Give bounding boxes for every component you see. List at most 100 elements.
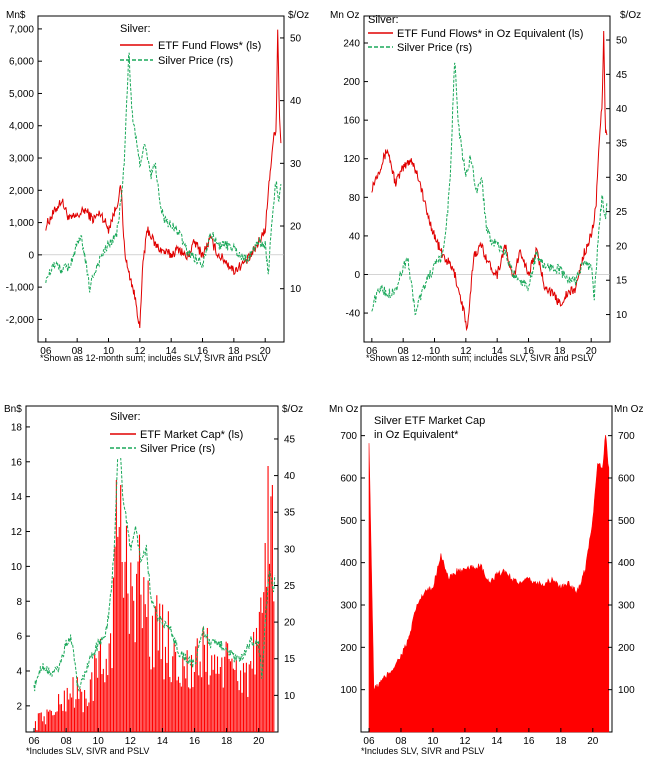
legend-title: Silver:: [110, 411, 141, 423]
panel-etf-fund-flows-oz: Mn Oz $/Oz 06 08 10 12 14 16 18 202402001601208…: [330, 10, 641, 363]
left-tick-label: 80: [349, 193, 361, 204]
left-tick-label: 200: [343, 77, 360, 88]
x-tick-label: 10: [427, 736, 439, 747]
legend-title: Silver:: [368, 14, 399, 26]
legend: Silver: ETF Market Cap* (ls) Silver Pric…: [106, 411, 243, 458]
legend-item-silver: Silver Price (rs): [158, 55, 233, 67]
x-tick-label: 08: [61, 736, 73, 747]
left-axis-unit: Bn$: [4, 404, 22, 415]
left-tick-label: 0: [354, 270, 360, 281]
left-tick-label: 40: [349, 231, 361, 242]
left-tick-label: 500: [340, 516, 357, 527]
x-tick-label: 08: [72, 346, 84, 357]
x-tick-label: 06: [363, 736, 375, 747]
x-tick-label: 20: [260, 346, 272, 357]
left-tick-label: 14: [11, 492, 23, 503]
left-tick-label: 200: [340, 643, 357, 654]
right-tick-label: 200: [618, 643, 635, 654]
data-marks: [33, 421, 276, 732]
left-tick-label: -2,000: [6, 315, 35, 326]
left-tick-label: 5,000: [9, 89, 34, 100]
right-tick-label: 100: [618, 685, 635, 696]
right-tick-label: 15: [284, 654, 296, 665]
left-tick-label: 7,000: [9, 24, 34, 35]
left-tick-label: 6,000: [9, 57, 34, 68]
x-tick-label: 16: [523, 346, 535, 357]
left-tick-label: 4: [16, 666, 22, 677]
right-tick-label: 45: [284, 434, 296, 445]
x-tick-label: 18: [221, 736, 233, 747]
left-tick-label: 2: [16, 701, 22, 712]
x-tick-label: 16: [197, 346, 209, 357]
left-tick-label: 300: [340, 600, 357, 611]
x-tick-label: 14: [157, 736, 169, 747]
left-tick-label: 16: [11, 457, 23, 468]
x-tick-label: 12: [125, 736, 137, 747]
legend-item-etf: ETF Fund Flows* in Oz Equivalent (ls): [397, 28, 583, 40]
left-tick-label: 2,000: [9, 186, 34, 197]
right-tick-label: 30: [616, 173, 628, 184]
market-cap-area: [368, 434, 610, 733]
plot-frame: [363, 15, 611, 343]
etf-flow-line: [371, 30, 608, 332]
left-tick-label: 18: [11, 422, 23, 433]
left-tick-label: 8: [16, 597, 22, 608]
x-tick-label: 18: [555, 736, 567, 747]
right-tick-label: 20: [290, 222, 302, 233]
plot-frame: [37, 15, 285, 343]
x-tick-label: 06: [366, 346, 378, 357]
right-tick-label: 30: [290, 159, 302, 170]
left-tick-label: 120: [343, 154, 360, 165]
left-tick-label: 0: [28, 250, 34, 261]
left-axis-unit: Mn Oz: [329, 404, 358, 415]
left-tick-label: 700: [340, 431, 357, 442]
left-tick-label: 240: [343, 39, 360, 50]
right-tick-label: 400: [618, 558, 635, 569]
right-tick-label: 50: [616, 36, 628, 47]
legend: Silver ETF Market Cap in Oz Equivalent*: [374, 415, 485, 441]
right-axis-unit: Mn Oz: [614, 404, 643, 415]
right-tick-label: 700: [618, 431, 635, 442]
left-tick-label: 12: [11, 527, 23, 538]
right-tick-label: 300: [618, 600, 635, 611]
right-tick-label: 40: [284, 471, 296, 482]
right-tick-label: 600: [618, 473, 635, 484]
x-tick-label: 18: [554, 346, 566, 357]
left-tick-label: 3,000: [9, 154, 34, 165]
legend-item-etf: ETF Fund Flows* (ls): [158, 40, 261, 52]
data-marks: [368, 434, 610, 733]
panel-etf-market-cap: Bn$ $/Oz 06 08 10 12 14 16 18 20 18 16 14 12 10 8 6 4 2 4…: [4, 404, 303, 756]
legend-title: Silver:: [120, 23, 151, 35]
right-tick-label: 25: [616, 207, 628, 218]
right-tick-label: 20: [284, 618, 296, 629]
left-tick-label: 160: [343, 116, 360, 127]
left-tick-label: 1,000: [9, 218, 34, 229]
axis-ticks: 06 08 10 12 14 16 18 20 18 16 14 12 10 8 6 4 2 45 40 35 30 25…: [11, 422, 296, 747]
left-axis-unit: Mn$: [6, 10, 26, 21]
silver-price-line: [45, 52, 282, 293]
x-tick-label: 14: [491, 736, 503, 747]
x-tick-label: 12: [460, 346, 472, 357]
right-tick-label: 30: [284, 544, 296, 555]
x-tick-label: 18: [228, 346, 240, 357]
footnote: *Includes SLV, SIVR and PSLV: [26, 746, 149, 756]
axis-ticks: 06 08 10 12 14 16 18 20 240 200 160 120 80 40 0 -40 50 45…: [343, 36, 627, 357]
x-tick-label: 08: [398, 346, 410, 357]
footnote: *Shown as 12-month sum; includes SLV, SI…: [40, 353, 267, 363]
right-tick-label: 35: [284, 508, 296, 519]
legend: Silver: ETF Fund Flows* (ls) Silver Pric…: [120, 23, 261, 67]
right-tick-label: 40: [616, 104, 628, 115]
right-axis-unit: $/Oz: [620, 10, 641, 21]
left-axis-unit: Mn Oz: [330, 10, 359, 21]
left-tick-label: 600: [340, 473, 357, 484]
x-tick-label: 08: [395, 736, 407, 747]
legend-background: [106, 412, 224, 458]
panel-etf-fund-flows: Mn$ $/Oz 06 08 10 12 14 16 18 20 7,000 6,000 5,000…: [6, 10, 309, 363]
x-tick-label: 10: [93, 736, 105, 747]
right-tick-label: 10: [290, 284, 302, 295]
x-tick-label: 06: [28, 736, 40, 747]
left-tick-label: 100: [340, 685, 357, 696]
right-tick-label: 35: [616, 138, 628, 149]
right-axis-unit: $/Oz: [282, 404, 303, 415]
